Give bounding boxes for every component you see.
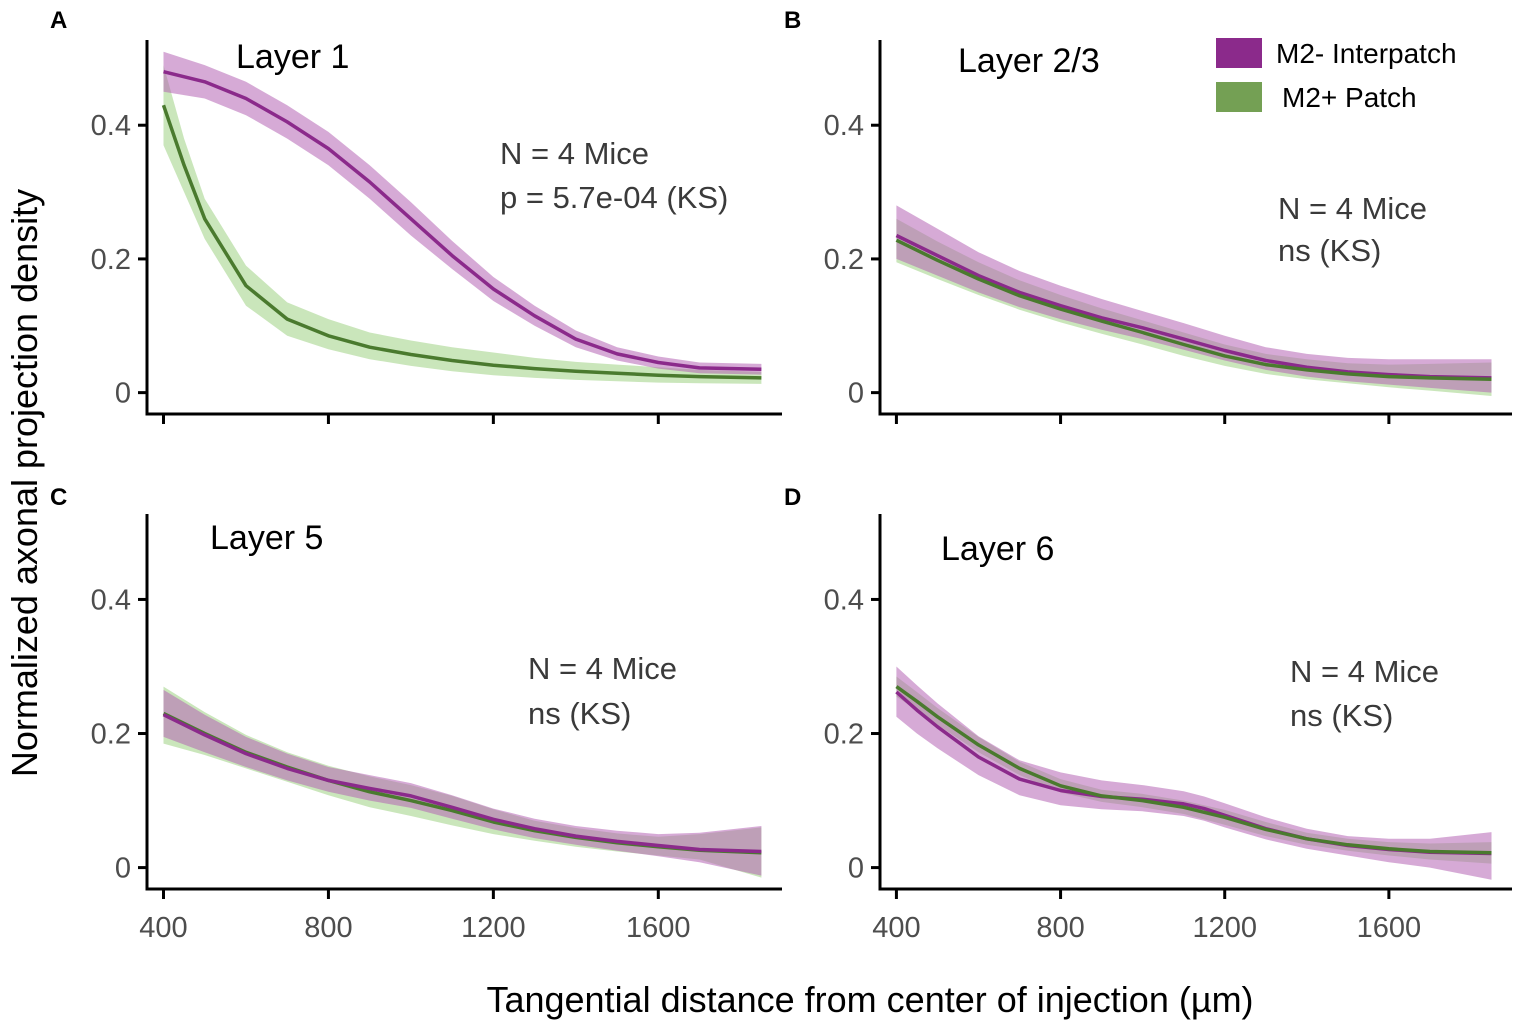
panel-title: Layer 1 (236, 38, 349, 76)
panel-title: Layer 2/3 (958, 42, 1100, 80)
stats-annotation: p = 5.7e-04 (KS) (500, 180, 728, 215)
x-tick-label: 800 (1036, 912, 1084, 944)
panel-c: 0 0.2 0.4 400 800 1200 1600 C Layer 5 N = 4 Mice n… (50, 484, 782, 944)
ci-band-interpatch (896, 666, 1492, 880)
x-tick-label: 1600 (626, 912, 691, 944)
y-tick-label: 0 (848, 853, 864, 885)
stats-annotation: N = 4 Mice (500, 136, 649, 171)
series-line-patch (895, 238, 1492, 382)
y-tick-label: 0.4 (91, 584, 131, 616)
series-line-patch (895, 685, 1492, 855)
legend-swatch-patch (1216, 82, 1262, 112)
stats-annotation: N = 4 Mice (528, 651, 677, 686)
y-tick-label: 0.2 (824, 719, 864, 751)
panel-a: 0 0.2 0.4 A Layer 1 N = 4 Mice p = 5.7e-04 (KS… (50, 7, 782, 424)
x-tick-label: 400 (139, 912, 187, 944)
series-line-patch (162, 711, 762, 855)
legend: M2- Interpatch M2+ Patch (1216, 38, 1457, 113)
y-tick-label: 0 (115, 378, 131, 410)
panel-title: Layer 6 (941, 530, 1054, 568)
y-tick-label: 0.4 (91, 110, 131, 142)
x-tick-label: 400 (872, 912, 920, 944)
panel-letter: B (784, 7, 801, 34)
series-line-interpatch (895, 233, 1492, 380)
y-tick-label: 0.4 (824, 110, 864, 142)
stats-annotation: N = 4 Mice (1278, 191, 1427, 226)
panel-b: 0 0.2 0.4 B Layer 2/3 N = 4 Mice ns (KS) (784, 7, 1512, 424)
y-tick-label: 0.4 (824, 584, 864, 616)
panels: 0 0.2 0.4 A Layer 1 N = 4 Mice p = 5.7e-04 (KS… (50, 7, 1512, 944)
x-tick-label: 1200 (461, 912, 526, 944)
panel-letter: D (784, 484, 801, 511)
x-tick-label: 1600 (1357, 912, 1422, 944)
panel-letter: A (50, 7, 67, 34)
panel-title: Layer 5 (210, 519, 323, 557)
legend-label-interpatch: M2- Interpatch (1276, 38, 1457, 69)
ci-band-interpatch (163, 51, 762, 375)
y-tick-label: 0 (848, 378, 864, 410)
legend-swatch-interpatch (1216, 38, 1262, 68)
ci-band-interpatch (896, 205, 1492, 393)
x-axis-title: Tangential distance from center of injec… (486, 979, 1253, 1020)
stats-annotation: ns (KS) (528, 696, 631, 731)
y-tick-label: 0.2 (91, 244, 131, 276)
y-axis-title: Normalized axonal projection density (4, 189, 45, 777)
x-tick-label: 800 (304, 912, 352, 944)
series-line-interpatch (162, 713, 762, 854)
stats-annotation: ns (KS) (1290, 698, 1393, 733)
x-tick-label: 1200 (1192, 912, 1257, 944)
ci-band-interpatch (163, 689, 762, 876)
series-line-patch (161, 104, 762, 380)
legend-label-patch: M2+ Patch (1282, 82, 1417, 113)
panel-letter: C (50, 484, 67, 511)
series-line-interpatch (163, 70, 762, 371)
y-tick-label: 0 (115, 853, 131, 885)
y-tick-label: 0.2 (824, 244, 864, 276)
stats-annotation: N = 4 Mice (1290, 654, 1439, 689)
y-tick-label: 0.2 (91, 719, 131, 751)
stats-annotation: ns (KS) (1278, 233, 1381, 268)
panel-d: 0 0.2 0.4 400 800 1200 1600 D Layer 6 N = 4 Mice n… (784, 484, 1512, 944)
